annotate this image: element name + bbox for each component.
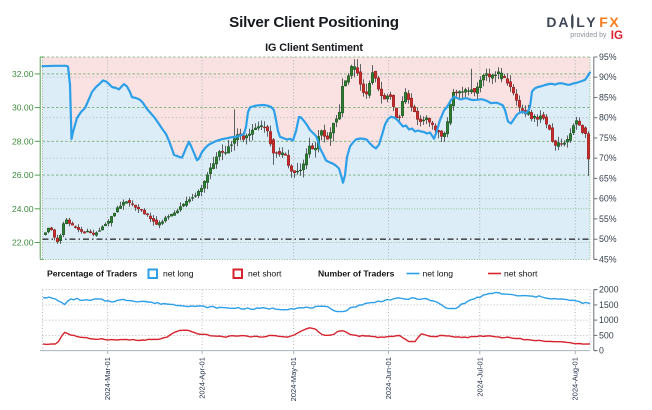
svg-text:2000: 2000	[599, 285, 619, 295]
svg-text:26.00: 26.00	[12, 170, 34, 180]
svg-text:1500: 1500	[599, 300, 619, 310]
svg-text:2024-Mar-01: 2024-Mar-01	[103, 357, 112, 400]
svg-text:Number of Traders: Number of Traders	[318, 269, 395, 279]
svg-text:F: F	[599, 14, 608, 30]
svg-text:65%: 65%	[599, 173, 617, 183]
svg-text:IG: IG	[611, 29, 623, 42]
svg-text:A: A	[558, 14, 568, 30]
svg-text:L: L	[576, 14, 585, 30]
svg-text:Silver Client Positioning: Silver Client Positioning	[229, 14, 399, 31]
svg-text:32.00: 32.00	[12, 69, 34, 79]
svg-text:500: 500	[599, 330, 614, 340]
svg-text:1000: 1000	[599, 315, 619, 325]
svg-text:2024-Jun-01: 2024-Jun-01	[384, 357, 393, 399]
svg-text:85%: 85%	[599, 93, 617, 103]
svg-text:80%: 80%	[599, 113, 617, 123]
svg-text:IG Client Sentiment: IG Client Sentiment	[265, 42, 363, 54]
svg-text:28.00: 28.00	[12, 136, 34, 146]
svg-text:2024-May-01: 2024-May-01	[289, 357, 298, 401]
svg-text:2024-Jul-01: 2024-Jul-01	[475, 357, 484, 397]
svg-text:45%: 45%	[599, 254, 617, 264]
svg-text:22.00: 22.00	[12, 238, 34, 248]
svg-text:90%: 90%	[599, 72, 617, 82]
svg-text:95%: 95%	[599, 52, 617, 62]
svg-text:net long: net long	[163, 269, 194, 279]
svg-text:30.00: 30.00	[12, 103, 34, 113]
svg-text:D: D	[546, 14, 556, 30]
svg-text:0: 0	[599, 346, 604, 356]
svg-text:provided by: provided by	[570, 32, 607, 39]
svg-text:2024-Aug-01: 2024-Aug-01	[571, 357, 580, 400]
svg-text:net long: net long	[423, 269, 454, 279]
svg-text:net short: net short	[248, 269, 282, 279]
svg-text:60%: 60%	[599, 194, 617, 204]
svg-text:24.00: 24.00	[12, 204, 34, 214]
svg-text:50%: 50%	[599, 234, 617, 244]
svg-text:70%: 70%	[599, 153, 617, 163]
svg-text:55%: 55%	[599, 214, 617, 224]
svg-text:net short: net short	[504, 269, 538, 279]
svg-text:X: X	[609, 14, 619, 30]
svg-text:75%: 75%	[599, 133, 617, 143]
svg-text:Percentage of Traders: Percentage of Traders	[47, 269, 137, 279]
svg-text:2024-Apr-01: 2024-Apr-01	[198, 357, 207, 399]
svg-text:Y: Y	[586, 14, 596, 30]
